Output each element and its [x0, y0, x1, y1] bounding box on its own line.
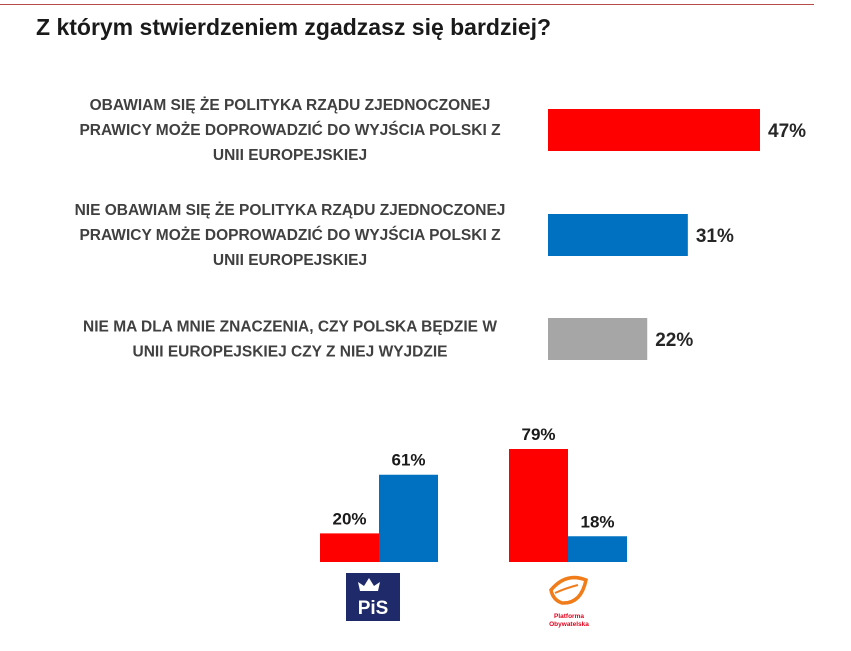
page-title: Z którym stwierdzeniem zgadzasz się bard…: [36, 14, 552, 40]
po-logo: Platforma Obywatelska: [549, 575, 589, 628]
hbar-label-2: NIE OBAWIAM SIĘ ŻE POLITYKA RZĄDU ZJEDNO…: [75, 202, 506, 269]
vbar-value-group2-series2: 18%: [580, 512, 614, 531]
hbar-label-2-line-1: NIE OBAWIAM SIĘ ŻE POLITYKA RZĄDU ZJEDNO…: [75, 202, 506, 219]
po-logo-line1: Platforma: [554, 613, 584, 620]
hbar-label-2-line-2: PRAWICY MOŻE DOPROWADZIĆ DO WYJŚCIA POLS…: [79, 226, 501, 244]
hbar-3: [548, 318, 648, 360]
hbar-value-3: 22%: [655, 330, 693, 351]
hbar-label-1-line-1: OBAWIAM SIĘ ŻE POLITYKA RZĄDU ZJEDNOCZON…: [90, 97, 491, 114]
hbar-value-2: 31%: [696, 226, 734, 247]
hbar-label-2-line-3: UNII EUROPEJSKIEJ: [213, 252, 367, 269]
vbar-value-group1-series2: 61%: [391, 451, 425, 470]
po-logo-line2: Obywatelska: [549, 621, 589, 628]
hbar-1: [548, 109, 760, 151]
vbar-value-group2-series1: 79%: [521, 425, 555, 444]
hbar-label-3-line-2: UNII EUROPEJSKIEJ CZY Z NIEJ WYJDZIE: [133, 344, 448, 361]
vbar-group1-series1: [320, 533, 379, 562]
hbar-label-1: OBAWIAM SIĘ ŻE POLITYKA RZĄDU ZJEDNOCZON…: [79, 97, 501, 164]
hbar-value-1: 47%: [768, 121, 806, 142]
pis-logo-text: PiS: [358, 598, 389, 619]
vbar-group2-series2: [568, 536, 627, 562]
hbar-label-3-line-1: NIE MA DLA MNIE ZNACZENIA, CZY POLSKA BĘ…: [83, 319, 497, 336]
vbar-value-group1-series1: 20%: [332, 509, 366, 528]
po-swoosh-icon: [554, 584, 579, 594]
hbar-label-1-line-2: PRAWICY MOŻE DOPROWADZIĆ DO WYJŚCIA POLS…: [79, 121, 501, 139]
pis-logo: PiS: [346, 573, 400, 621]
vbar-group2-series1: [509, 449, 568, 562]
crown-icon: [358, 578, 380, 591]
vbar-group1-series2: [379, 474, 438, 562]
hbar-2: [548, 214, 688, 256]
top-rule: [0, 4, 814, 5]
hbar-label-1-line-3: UNII EUROPEJSKIEJ: [213, 147, 367, 164]
po-heart-icon: [549, 575, 589, 605]
hbar-label-3: NIE MA DLA MNIE ZNACZENIA, CZY POLSKA BĘ…: [83, 319, 497, 361]
